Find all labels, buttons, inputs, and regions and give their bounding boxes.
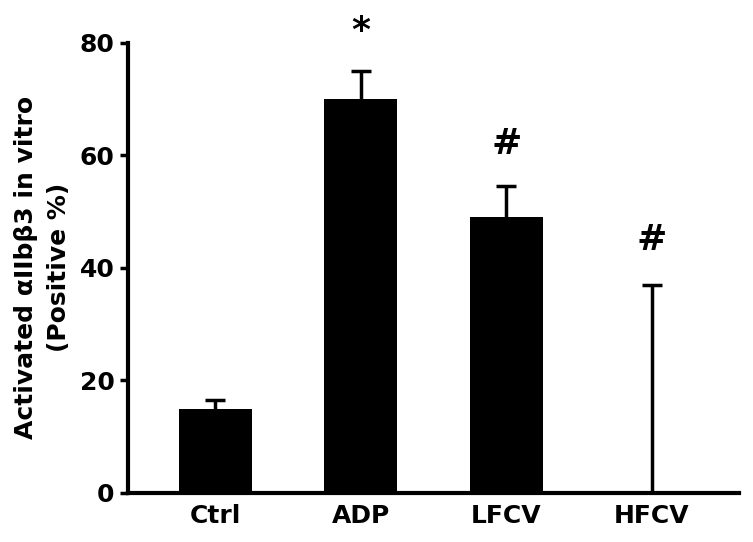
Bar	[470, 217, 543, 493]
Text: #: #	[636, 223, 667, 256]
Text: *: *	[351, 14, 370, 48]
Y-axis label: Activated αIIbβ3 in vitro
(Positive %): Activated αIIbβ3 in vitro (Positive %)	[14, 96, 72, 440]
Bar	[325, 99, 397, 493]
Text: #: #	[491, 127, 521, 161]
Bar	[178, 409, 252, 493]
